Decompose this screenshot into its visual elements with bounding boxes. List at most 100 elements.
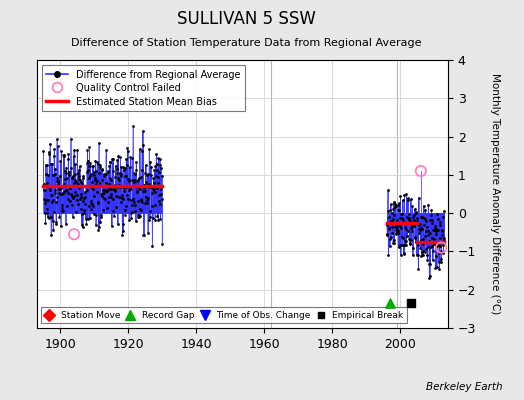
Point [406, 240, 414, 246]
Point [421, 216, 429, 222]
Point [424, 244, 433, 250]
Point [426, 261, 434, 268]
Point [384, 208, 392, 214]
Point [72, 192, 81, 198]
Point [414, 195, 423, 201]
Point [123, 144, 132, 151]
Text: Difference of Station Temperature Data from Regional Average: Difference of Station Temperature Data f… [71, 38, 421, 48]
Point [434, 227, 443, 234]
Point [78, 211, 86, 218]
Legend: Station Move, Record Gap, Time of Obs. Change, Empirical Break: Station Move, Record Gap, Time of Obs. C… [41, 307, 407, 324]
Point [405, 236, 413, 242]
Point [411, 235, 419, 241]
Point [403, 214, 411, 221]
Point [71, 161, 80, 167]
Point [100, 195, 108, 202]
Point [82, 187, 91, 194]
Point [122, 184, 130, 190]
Point [108, 208, 117, 214]
Point [135, 185, 144, 192]
Point [135, 214, 143, 220]
Point [155, 169, 163, 175]
Point [129, 177, 138, 183]
Point [72, 209, 80, 216]
Point [144, 195, 152, 202]
Point [49, 208, 58, 215]
Point [429, 241, 438, 248]
Point [59, 208, 67, 214]
Point [107, 177, 115, 184]
Point [418, 214, 427, 220]
Point [434, 216, 442, 222]
Point [123, 192, 131, 198]
Point [114, 152, 123, 159]
Point [429, 227, 437, 233]
Point [151, 217, 159, 223]
Point [110, 186, 118, 192]
Point [105, 163, 113, 169]
Point [434, 259, 443, 265]
Point [110, 196, 118, 202]
Point [386, 236, 394, 242]
Point [135, 186, 144, 192]
Point [79, 224, 87, 231]
Point [77, 191, 85, 197]
Point [71, 177, 79, 183]
Point [52, 136, 61, 142]
Point [40, 196, 49, 202]
Point [399, 216, 407, 223]
Point [121, 211, 129, 218]
Point [70, 189, 79, 196]
Point [86, 171, 95, 177]
Point [71, 171, 80, 178]
Point [102, 146, 110, 153]
Point [54, 181, 62, 188]
Point [90, 211, 98, 218]
Point [45, 215, 53, 222]
Point [61, 188, 69, 194]
Point [413, 252, 422, 258]
Point [81, 189, 90, 196]
Point [402, 242, 410, 248]
Point [417, 168, 425, 174]
Point [139, 185, 148, 191]
Point [107, 223, 116, 230]
Point [106, 158, 114, 165]
Point [88, 185, 96, 192]
Point [141, 200, 149, 206]
Point [108, 183, 116, 189]
Point [417, 224, 425, 231]
Point [112, 184, 121, 190]
Point [40, 180, 48, 187]
Point [431, 225, 439, 231]
Point [139, 142, 147, 148]
Point [407, 219, 415, 225]
Point [69, 153, 78, 160]
Point [142, 178, 150, 185]
Point [60, 181, 68, 187]
Point [125, 178, 134, 184]
Point [46, 214, 54, 220]
Point [127, 197, 136, 203]
Point [406, 241, 414, 248]
Point [384, 252, 392, 258]
Point [68, 201, 76, 208]
Point [412, 210, 420, 216]
Point [139, 188, 147, 194]
Point [435, 250, 443, 256]
Point [67, 193, 75, 200]
Point [122, 156, 130, 162]
Point [83, 147, 92, 154]
Point [80, 209, 89, 216]
Point [113, 170, 121, 176]
Point [396, 215, 405, 221]
Point [125, 187, 133, 193]
Point [82, 221, 91, 227]
Point [146, 214, 154, 220]
Point [386, 201, 395, 207]
Point [64, 156, 72, 162]
Point [112, 204, 121, 210]
Point [106, 190, 115, 197]
Point [141, 187, 149, 194]
Point [148, 215, 157, 222]
